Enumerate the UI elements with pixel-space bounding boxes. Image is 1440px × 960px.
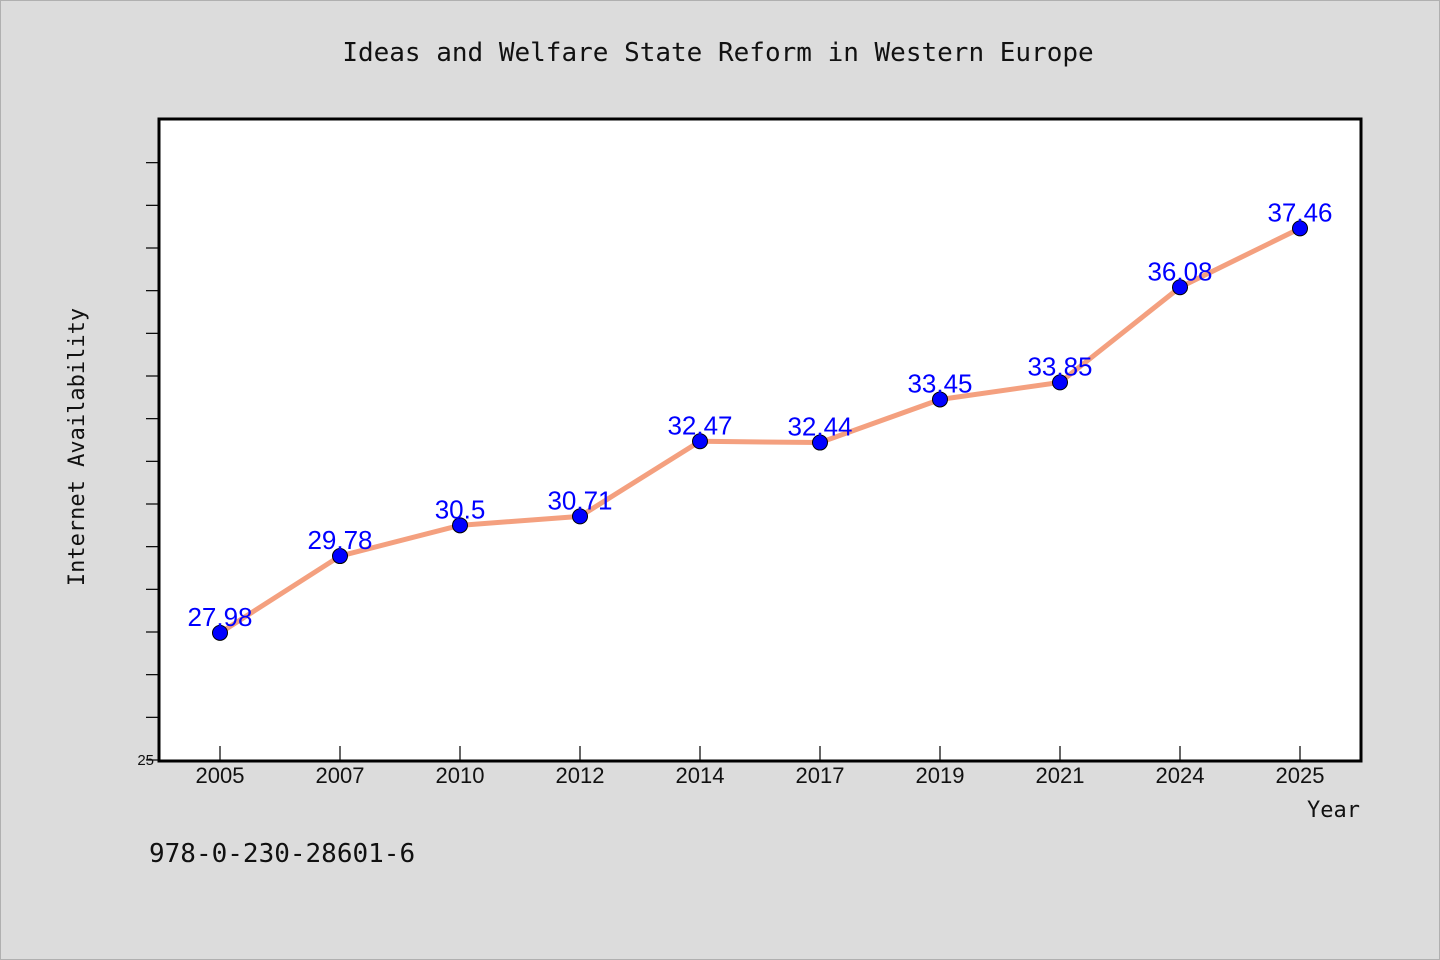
y-tick-label: 25: [137, 752, 154, 769]
data-point: [212, 624, 228, 641]
chart-title: Ideas and Welfare State Reform in Wester…: [342, 38, 1093, 68]
data-label: 27.98: [187, 602, 252, 632]
data-label: 37.46: [1267, 197, 1332, 227]
x-axis-title: Year: [1307, 798, 1360, 823]
data-point: [1292, 220, 1308, 237]
data-label-layer: 27.98 29.78 30.5 30.71 32.47 32.44 33.45 33.85 3…: [187, 197, 1332, 631]
x-tick-label: 2021: [1036, 763, 1085, 788]
series-layer: [212, 220, 1308, 641]
x-tick-label: 2014: [676, 763, 725, 788]
data-label: 30.5: [435, 494, 486, 524]
data-label: 32.47: [667, 410, 732, 440]
data-point: [812, 434, 828, 451]
data-point: [332, 548, 348, 565]
x-tick-label: 2017: [796, 763, 845, 788]
data-label: 33.45: [907, 368, 972, 398]
y-axis-title: Internet Availability: [65, 308, 90, 586]
data-point: [932, 391, 948, 408]
x-tick-label: 2010: [436, 763, 485, 788]
x-tick-label: 2007: [316, 763, 365, 788]
x-axis-ticks: 2005 2007 2010 2012 2014 2017 2019 2021 2024 2025: [196, 746, 1325, 788]
data-point: [572, 508, 588, 525]
series-line: [217, 225, 1303, 636]
data-label: 33.85: [1027, 351, 1092, 381]
data-label: 36.08: [1147, 256, 1212, 286]
data-label: 32.44: [787, 412, 852, 442]
x-tick-label: 2005: [196, 763, 245, 788]
data-point: [692, 433, 708, 450]
data-label: 29.78: [307, 525, 372, 555]
x-tick-label: 2019: [916, 763, 965, 788]
y-axis-ticks: 25: [137, 162, 160, 769]
x-tick-label: 2012: [556, 763, 605, 788]
data-point: [1052, 374, 1068, 391]
data-point: [452, 517, 468, 534]
x-tick-label: 2025: [1276, 763, 1325, 788]
isbn-footnote: 978-0-230-28601-6: [149, 839, 415, 869]
x-tick-label: 2024: [1156, 763, 1205, 788]
data-point: [1172, 279, 1188, 296]
data-label: 30.71: [547, 485, 612, 515]
